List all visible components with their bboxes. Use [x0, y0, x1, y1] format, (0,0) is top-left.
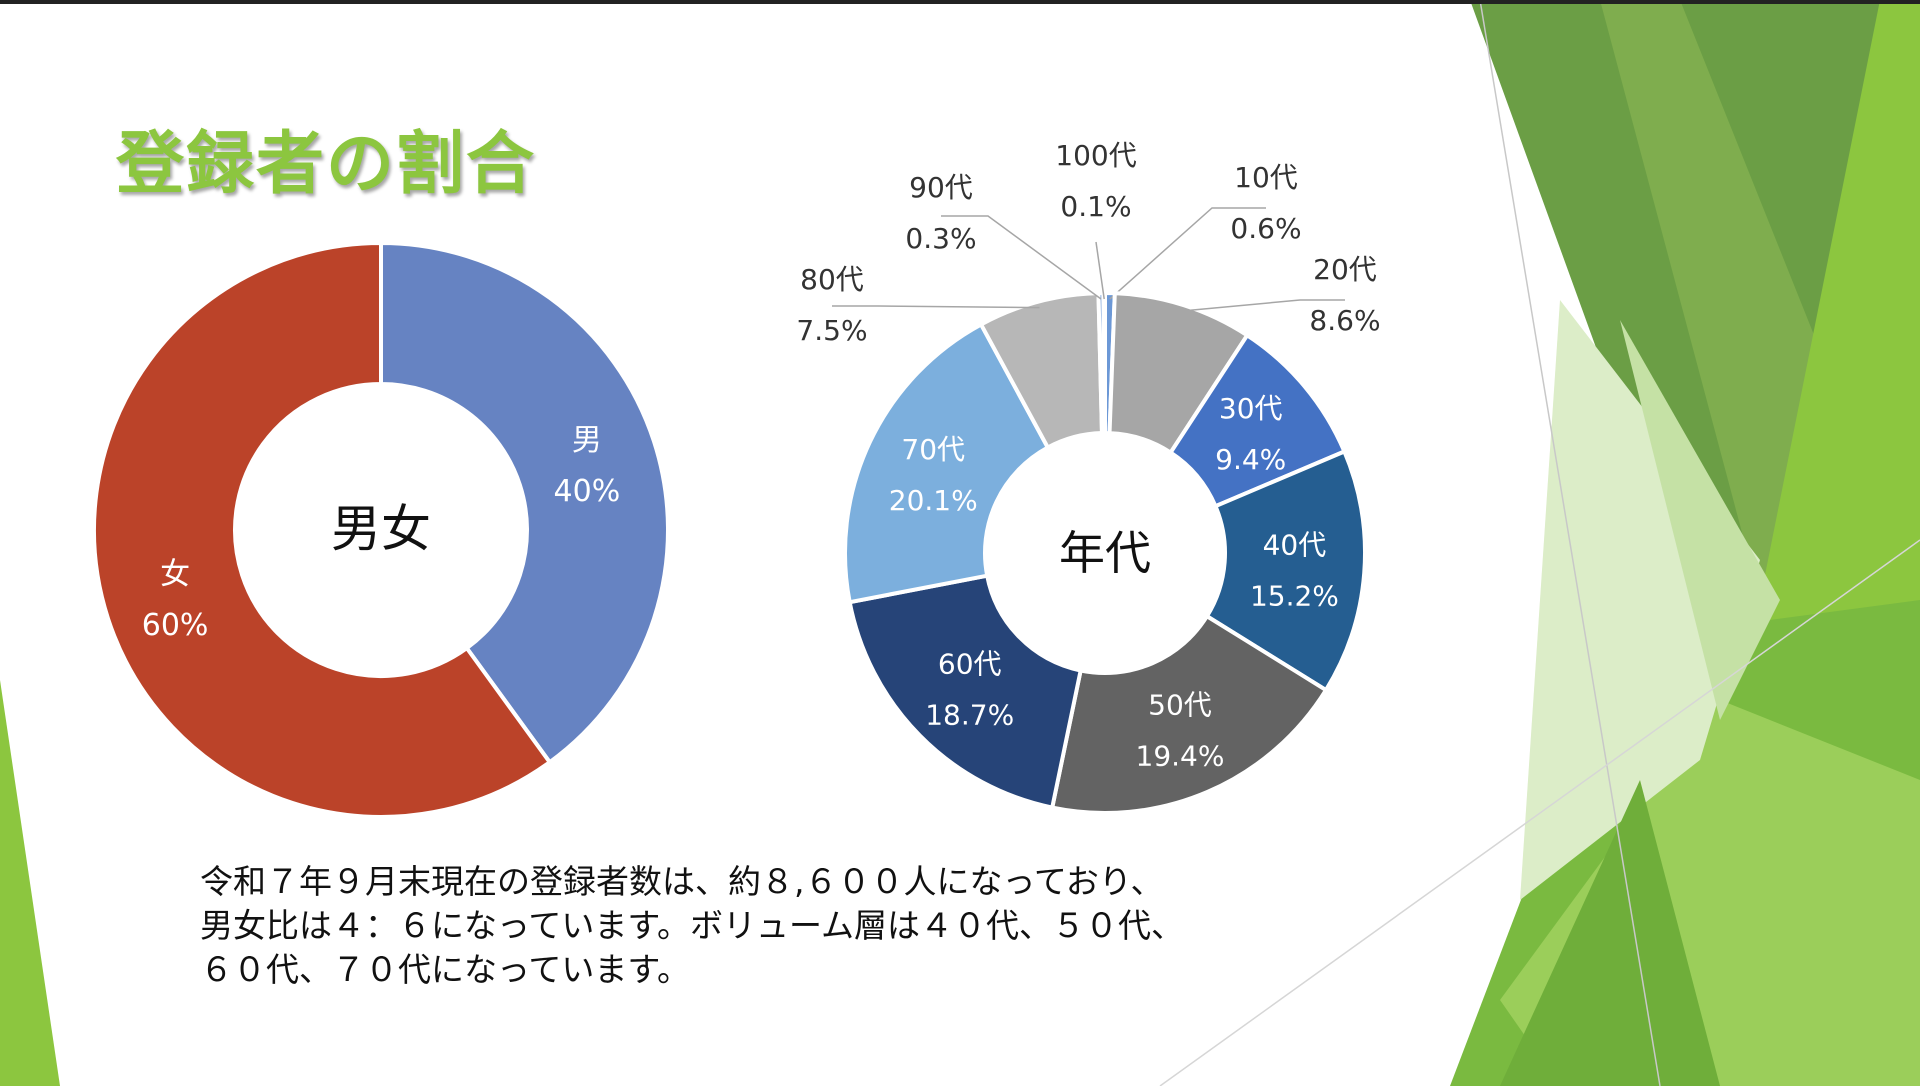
slice-label-90: 90代 [909, 171, 973, 204]
leader-line-80 [832, 305, 1040, 309]
leader-line-90 [941, 215, 1102, 300]
slice-value-80: 7.5% [796, 314, 867, 347]
slice-label-item: 男 [572, 423, 602, 458]
leader-line-10 [1109, 207, 1266, 300]
slice-label-50: 50代 [1148, 689, 1212, 722]
deco-shape [1620, 320, 1780, 720]
leader-line-100 [1095, 241, 1105, 300]
slice-label-80: 80代 [800, 263, 864, 296]
slice-label-item: 女 [160, 557, 190, 592]
slice-100-9 [1101, 290, 1107, 436]
slice-label-100: 100代 [1055, 139, 1136, 172]
slice-label-70: 70代 [901, 433, 965, 466]
slice-value-40: 15.2% [1250, 580, 1339, 613]
slice-value-item: 60% [142, 608, 209, 643]
slice-value-100: 0.1% [1060, 190, 1131, 223]
slice-label-30: 30代 [1219, 392, 1283, 425]
deco-line [1479, 0, 1661, 1086]
deco-shape [0, 680, 60, 1086]
slice-label-20: 20代 [1313, 253, 1377, 286]
slice-70-6 [843, 322, 1050, 605]
slice-60-5 [847, 573, 1083, 810]
slice-value-30: 9.4% [1215, 443, 1286, 476]
slice-value-90: 0.3% [905, 222, 976, 255]
slice-label-60: 60代 [938, 647, 1002, 680]
slice-item-1 [92, 241, 552, 819]
slice-40-3 [1204, 449, 1368, 693]
deco-shape [1500, 780, 1720, 1086]
caption-line: 男女比は４：６になっています。ボリューム層は４０代、５０代、 [200, 906, 1185, 945]
slice-item-0 [379, 241, 670, 765]
slice-label-10: 10代 [1234, 161, 1298, 194]
deco-line [1159, 539, 1920, 1086]
slice-value-item: 40% [554, 474, 621, 509]
caption-text: 令和７年９月末現在の登録者数は、約８,６００人になっており、 男女比は４：６にな… [200, 860, 1350, 992]
slice-50-4 [1050, 614, 1328, 816]
caption-line: 令和７年９月末現在の登録者数は、約８,６００人になっており、 [200, 862, 1164, 901]
deco-shape [1600, 0, 1840, 600]
center-label: 男女 [331, 500, 431, 558]
top-border [0, 0, 1920, 4]
slice-value-50: 19.4% [1136, 740, 1225, 773]
slice-value-70: 20.1% [889, 484, 978, 517]
slice-label-40: 40代 [1263, 529, 1327, 562]
center-label: 年代 [1059, 526, 1151, 580]
deco-shape [1520, 300, 1760, 900]
slice-value-10: 0.6% [1230, 212, 1301, 245]
leader-line-20 [1181, 299, 1345, 312]
caption-line: ６０代、７０代になっています。 [200, 950, 691, 989]
slice-value-60: 18.7% [925, 698, 1014, 731]
slice-value-20: 8.6% [1309, 304, 1380, 337]
slide-title: 登録者の割合 [116, 125, 537, 204]
